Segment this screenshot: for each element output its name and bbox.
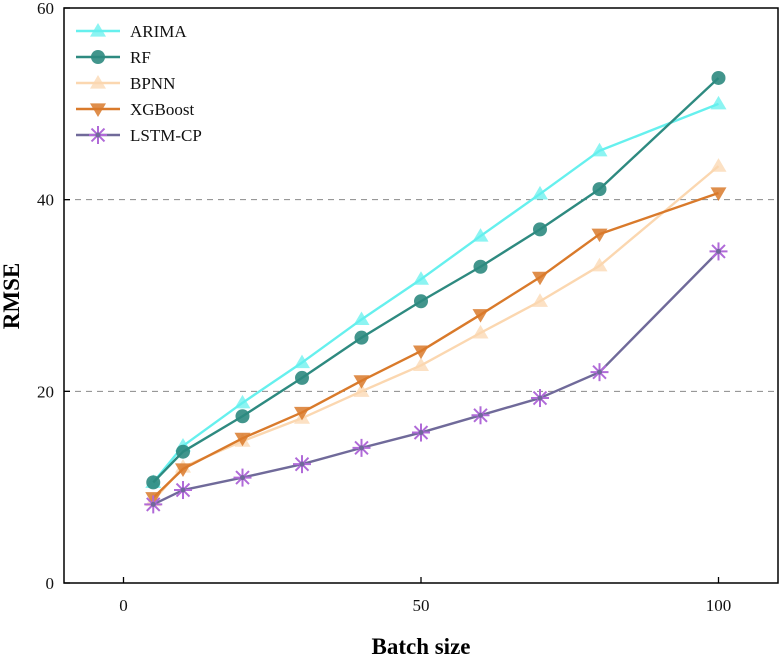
point-lstm-cp-9 [709, 242, 728, 261]
legend-marker-bpnn [90, 75, 106, 89]
point-lstm-cp-2 [233, 468, 252, 487]
point-lstm-cp-0-center [150, 501, 156, 507]
point-xgboost-8 [591, 228, 608, 243]
x-tick-label-50: 50 [413, 596, 430, 615]
legend-marker-lstm-cp [89, 126, 107, 144]
y-axis-title: RMSE [0, 263, 24, 329]
point-lstm-cp-8-center [597, 369, 602, 375]
legend-item-arima: ARIMA [76, 22, 187, 41]
point-rf-3 [295, 370, 309, 385]
point-xgboost-5 [413, 345, 429, 360]
legend-marker-xgboost [90, 103, 106, 117]
legend-marker-lstm-cp-center [95, 132, 101, 138]
point-rf-7 [533, 222, 547, 237]
series-rf [146, 70, 726, 490]
legend-marker-arima [90, 23, 106, 37]
point-rf-6 [473, 259, 488, 274]
point-lstm-cp-3 [293, 455, 311, 474]
point-bpnn-7 [532, 293, 548, 307]
legend-label-bpnn: BPNN [130, 74, 175, 93]
point-rf-9 [711, 70, 726, 85]
point-lstm-cp-0 [144, 495, 163, 514]
point-xgboost-2 [234, 432, 251, 447]
point-lstm-cp-4 [352, 438, 371, 457]
series-lstm-cp [144, 242, 728, 514]
point-xgboost-1 [175, 463, 191, 477]
point-lstm-cp-5 [412, 423, 430, 442]
point-lstm-cp-4-center [359, 445, 364, 451]
point-lstm-cp-8 [590, 363, 609, 382]
series-line-bpnn [152, 165, 720, 502]
point-rf-4 [354, 330, 369, 345]
point-xgboost-6 [472, 309, 489, 323]
point-lstm-cp-1 [174, 481, 192, 500]
y-tick-label-40: 40 [37, 191, 54, 210]
series-line-xgboost [152, 191, 719, 499]
point-lstm-cp-9-center [716, 248, 721, 254]
point-lstm-cp-7 [531, 389, 549, 408]
point-rf-5 [414, 294, 428, 309]
point-bpnn-6 [472, 324, 489, 339]
point-bpnn-5 [413, 357, 429, 372]
point-arima-5 [413, 271, 429, 285]
point-arima-8 [591, 142, 608, 157]
point-rf-1 [176, 444, 190, 459]
point-bpnn-8 [591, 257, 608, 272]
legend-item-lstm-cp: LSTM-CP [76, 126, 202, 145]
point-arima-9 [710, 95, 727, 110]
point-xgboost-9 [710, 187, 727, 201]
series-line-lstm-cp [152, 250, 720, 506]
point-lstm-cp-5-center [418, 430, 424, 436]
legend-label-rf: RF [130, 48, 151, 67]
series-line-arima [152, 102, 719, 484]
series-xgboost [145, 187, 727, 506]
point-xgboost-3 [294, 406, 310, 421]
legend-label-xgboost: XGBoost [130, 100, 195, 119]
point-lstm-cp-3-center [299, 461, 305, 467]
y-tick-label-60: 60 [37, 0, 54, 18]
legend-label-lstm-cp: LSTM-CP [130, 126, 202, 145]
series-line-rf [152, 77, 720, 484]
point-xgboost-4 [353, 375, 370, 389]
legend-label-arima: ARIMA [130, 22, 187, 41]
legend-marker-rf [91, 50, 105, 64]
point-bpnn-4 [353, 383, 370, 397]
point-lstm-cp-1-center [180, 487, 186, 493]
legend: ARIMA RF BPNN XGBoost LSTM-CP [76, 22, 202, 145]
grid [64, 199, 778, 392]
x-axis-title: Batch size [371, 634, 470, 657]
legend-item-xgboost: XGBoost [76, 100, 195, 119]
point-arima-6 [472, 228, 489, 242]
point-lstm-cp-6-center [478, 412, 483, 418]
point-arima-4 [353, 311, 370, 326]
point-bpnn-9 [710, 158, 727, 172]
series-layer [144, 70, 728, 514]
point-arima-3 [294, 354, 310, 369]
legend-item-rf: RF [76, 48, 151, 67]
point-arima-7 [532, 185, 548, 200]
point-xgboost-7 [532, 271, 548, 286]
point-rf-0 [146, 475, 161, 490]
point-lstm-cp-6 [471, 406, 490, 425]
y-tick-label-20: 20 [37, 382, 54, 401]
x-tick-label-0: 0 [119, 596, 128, 615]
point-lstm-cp-2-center [240, 475, 245, 481]
axis-ticks: 0 50 100 0 20 40 60 [37, 0, 731, 615]
point-arima-2 [234, 394, 251, 409]
point-rf-2 [235, 409, 250, 424]
x-tick-label-100: 100 [706, 596, 732, 615]
point-rf-8 [592, 182, 607, 197]
point-lstm-cp-7-center [537, 395, 543, 401]
legend-item-bpnn: BPNN [76, 74, 175, 93]
y-tick-label-0: 0 [46, 574, 55, 593]
